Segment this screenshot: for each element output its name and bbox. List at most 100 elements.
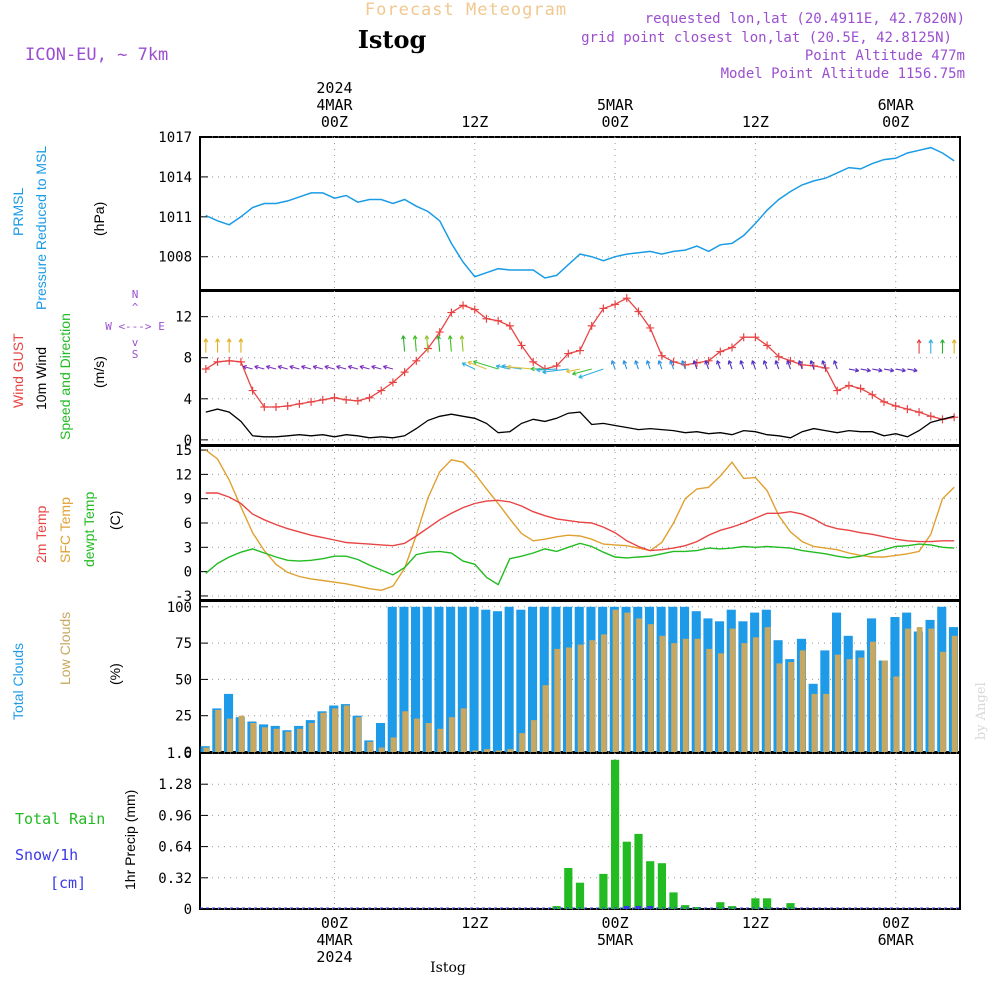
wind-direction-arrow bbox=[692, 360, 698, 370]
gust-point bbox=[494, 316, 503, 325]
compass-up-arrow: ^ bbox=[132, 301, 139, 314]
wind-direction-arrow bbox=[622, 360, 628, 370]
wind-direction-arrow bbox=[578, 368, 604, 379]
wind-direction-arrow bbox=[645, 360, 651, 370]
gust-point bbox=[307, 397, 316, 406]
top-time-label: 00Z bbox=[602, 113, 629, 131]
gust-point bbox=[365, 393, 374, 402]
bottom-time-label: 12Z bbox=[461, 914, 488, 932]
wind-direction-arrow bbox=[461, 362, 476, 370]
top-time-label: 00Z bbox=[882, 113, 909, 131]
location-title: Istog bbox=[358, 25, 427, 54]
panel-precip-ytick-label: 0.64 bbox=[158, 840, 192, 856]
rain-bar bbox=[669, 892, 678, 909]
low-cloud-bar bbox=[343, 705, 350, 752]
low-cloud-bar bbox=[601, 634, 607, 752]
gust-point bbox=[330, 393, 339, 402]
low-cloud-bar bbox=[320, 712, 327, 752]
wind-direction-arrow bbox=[610, 360, 616, 370]
total-cloud-bar bbox=[469, 606, 479, 752]
low-cloud-bar bbox=[273, 728, 280, 752]
wind-direction-arrow bbox=[436, 335, 441, 352]
gust-point bbox=[435, 328, 444, 337]
bottom-time-label: 4MAR bbox=[316, 931, 353, 949]
rain-bar bbox=[599, 873, 608, 909]
wind-direction-arrow bbox=[336, 364, 347, 370]
wind-direction-arrow bbox=[928, 339, 934, 354]
panel-temp-ytick-label: 15 bbox=[175, 443, 192, 459]
wind-direction-arrow bbox=[774, 360, 780, 370]
wind-direction-arrow bbox=[727, 360, 733, 370]
wind-direction-arrow bbox=[916, 339, 922, 354]
wind-direction-arrow bbox=[542, 368, 569, 375]
low-cloud-bar bbox=[390, 737, 397, 752]
total-cloud-bar bbox=[516, 609, 526, 752]
low-cloud-bar bbox=[706, 648, 713, 752]
top-time-label: 2024 bbox=[316, 79, 352, 97]
low-cloud-bar bbox=[823, 693, 829, 752]
compass-north: N bbox=[132, 288, 139, 301]
low-cloud-bar bbox=[378, 747, 385, 752]
gust-point bbox=[318, 395, 327, 404]
snow-unit: [cm] bbox=[50, 874, 86, 892]
tsfc-label: SFC Temp bbox=[57, 497, 73, 563]
gust-point bbox=[342, 395, 351, 404]
wind-direction-arrow bbox=[907, 367, 918, 373]
wind-direction-arrow bbox=[301, 364, 312, 370]
rain-bar bbox=[716, 902, 725, 909]
product-title: Forecast Meteogram bbox=[365, 0, 567, 20]
top-time-axis: 20244MAR00Z12Z5MAR00Z12Z6MAR00Z12Z bbox=[316, 79, 915, 131]
low-cloud-bar bbox=[285, 731, 292, 752]
requested-coords: requested lon,lat (20.4911E, 42.7820N) bbox=[645, 11, 965, 27]
panel-temp-ytick-label: 6 bbox=[184, 516, 192, 532]
wind-direction-arrow bbox=[848, 367, 860, 373]
wind-direction-arrow bbox=[447, 335, 453, 352]
low-cloud-bar bbox=[355, 717, 362, 752]
wind-direction-arrow bbox=[472, 360, 499, 370]
panel-temp-ytick-label: -3 bbox=[175, 589, 192, 605]
panel-wind-ytick-label: 4 bbox=[184, 392, 192, 408]
low-cloud-bar bbox=[846, 659, 853, 752]
wind-direction-arrow bbox=[507, 364, 534, 370]
dewpt-label: dewpt Temp bbox=[81, 492, 97, 567]
gust-point bbox=[587, 321, 596, 330]
wind-direction-arrow bbox=[203, 338, 209, 353]
low-cloud-bar bbox=[297, 728, 303, 752]
wind-direction-arrow bbox=[797, 360, 803, 370]
low-cloud-label: Low Clouds bbox=[57, 612, 73, 685]
gust-point bbox=[716, 347, 725, 356]
low-cloud-bar bbox=[940, 651, 946, 752]
rain-bar bbox=[727, 906, 737, 909]
t2m-series-line bbox=[205, 492, 955, 552]
top-time-label: 6MAR bbox=[878, 96, 915, 114]
gust-point bbox=[295, 399, 304, 408]
rain-bar bbox=[611, 759, 620, 909]
panel-cloud-ytick-label: 50 bbox=[175, 672, 192, 688]
wind-direction-arrow bbox=[238, 338, 244, 353]
gust-point bbox=[646, 323, 655, 332]
low-cloud-bar bbox=[694, 638, 701, 753]
gust-point bbox=[201, 365, 210, 374]
bottom-time-label: 12Z bbox=[742, 914, 769, 932]
total-cloud-bar bbox=[376, 723, 386, 752]
rain-bar bbox=[681, 905, 690, 909]
rain-bar bbox=[751, 898, 760, 909]
low-cloud-bar bbox=[682, 638, 689, 753]
gust-point bbox=[657, 351, 666, 360]
total-cloud-bar bbox=[387, 606, 397, 752]
low-cloud-bar bbox=[729, 628, 736, 752]
gust-point bbox=[213, 357, 222, 366]
wind-direction-arrow bbox=[895, 367, 906, 373]
total-cloud-bar bbox=[446, 606, 456, 752]
wind-direction-arrow bbox=[657, 360, 663, 370]
wind-direction-arrow bbox=[277, 364, 288, 370]
cloud-unit: (%) bbox=[107, 663, 123, 685]
gust-point bbox=[470, 305, 479, 314]
gust-point bbox=[517, 341, 526, 350]
low-cloud-bar bbox=[484, 749, 490, 752]
panel-precip-ytick-label: 1.6 bbox=[167, 746, 192, 762]
gust-point bbox=[529, 357, 538, 366]
low-cloud-bar bbox=[718, 653, 724, 752]
gust-point bbox=[739, 333, 748, 342]
total-cloud-bar bbox=[504, 606, 514, 752]
